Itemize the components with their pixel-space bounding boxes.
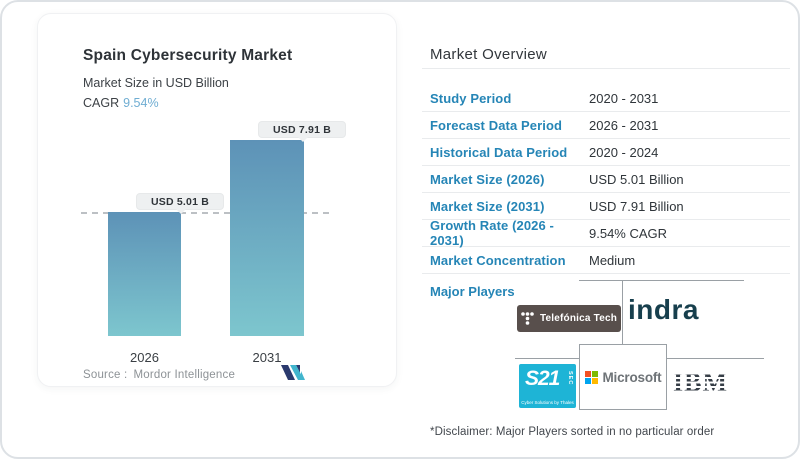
table-row: Study Period 2020 - 2031 (422, 85, 790, 112)
row-label: Market Size (2026) (430, 171, 545, 187)
overview-table: Study Period 2020 - 2031 Forecast Data P… (422, 85, 790, 274)
divider (622, 280, 623, 344)
major-players-section: Major Players Telefónica Tech indra S21 … (422, 274, 794, 416)
microsoft-logo: Microsoft (579, 344, 667, 410)
table-row: Market Concentration Medium (422, 247, 790, 274)
bar-2031 (230, 140, 304, 336)
microsoft-squares-icon (584, 370, 598, 384)
divider (579, 280, 744, 281)
row-label: Study Period (430, 90, 512, 106)
table-row: Historical Data Period 2020 - 2024 (422, 139, 790, 166)
cagr-value: 9.54% (123, 96, 159, 110)
telefonica-tech-logo: Telefónica Tech (517, 305, 621, 332)
major-players-label: Major Players (430, 284, 515, 299)
row-value: USD 5.01 Billion (589, 171, 684, 187)
divider (515, 358, 579, 359)
s21sec-tagline: Cyber Solutions by Thales (521, 400, 574, 405)
row-value: 9.54% CAGR (589, 225, 668, 241)
bar-chart: USD 5.01 B USD 7.91 B 2026 2031 (38, 14, 396, 386)
mordor-intelligence-logo-icon (281, 365, 305, 380)
table-row: Market Size (2026) USD 5.01 Billion (422, 166, 790, 193)
row-value: USD 7.91 Billion (589, 198, 684, 214)
row-value: 2020 - 2031 (589, 90, 659, 106)
table-row: Market Size (2031) USD 7.91 Billion (422, 193, 790, 220)
telefonica-dots-icon (521, 312, 534, 325)
telefonica-tech-wordmark: Telefónica Tech (539, 313, 618, 324)
cagr-label: CAGR (83, 96, 120, 110)
row-value: 2026 - 2031 (589, 117, 659, 133)
row-label: Market Size (2031) (430, 198, 545, 214)
x-axis-label-2031: 2031 (252, 349, 282, 365)
indra-logo: indra (628, 294, 699, 325)
row-label: Growth Rate (2026 - 2031) (430, 218, 554, 248)
table-row: Forecast Data Period 2026 - 2031 (422, 112, 790, 139)
chart-card: Spain Cybersecurity Market Market Size i… (37, 13, 397, 387)
microsoft-square-yellow (591, 377, 598, 384)
chart-subtitle: Market Size in USD Billion (83, 76, 229, 90)
x-axis-label-2026: 2026 (130, 349, 159, 365)
disclaimer-text: *Disclaimer: Major Players sorted in no … (430, 426, 715, 438)
bar-2026 (108, 212, 181, 336)
s21sec-logo: S21 SEC Cyber Solutions by Thales (519, 364, 576, 408)
source-line: Source : Mordor Intelligence (83, 369, 235, 381)
microsoft-square-red (584, 370, 591, 377)
row-label: Historical Data Period (430, 144, 568, 160)
row-label: Forecast Data Period (430, 117, 563, 133)
reference-dashed-line (81, 212, 333, 214)
microsoft-square-blue (584, 377, 591, 384)
source-label: Source : (83, 369, 128, 381)
microsoft-wordmark: Microsoft (602, 369, 662, 385)
source-value: Mordor Intelligence (133, 369, 236, 381)
table-row: Growth Rate (2026 - 2031) 9.54% CAGR (422, 218, 790, 248)
ibm-logo: IBM (673, 368, 728, 397)
chart-title: Spain Cybersecurity Market (83, 47, 293, 64)
divider (667, 358, 764, 359)
bar-value-label-2031: USD 7.91 B (258, 121, 346, 142)
microsoft-square-green (591, 370, 598, 377)
row-value: Medium (589, 252, 636, 268)
row-value: 2020 - 2024 (589, 144, 659, 160)
cagr-line: CAGR 9.54% (83, 96, 159, 110)
s21sec-sec-text: SEC (567, 371, 573, 386)
overview-title: Market Overview (422, 46, 790, 69)
s21sec-wordmark: S21 (525, 367, 560, 390)
row-label: Market Concentration (430, 252, 566, 268)
bar-value-label-2026: USD 5.01 B (136, 193, 224, 214)
